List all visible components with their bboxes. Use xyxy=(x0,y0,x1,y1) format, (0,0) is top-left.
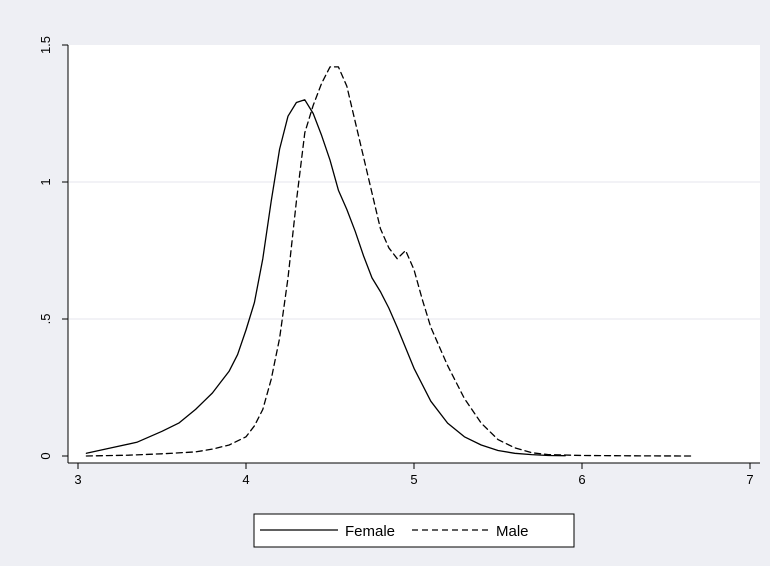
series-group xyxy=(85,66,694,457)
x-tick-label-0: 3 xyxy=(74,472,81,487)
legend-label-male: Male xyxy=(496,523,529,540)
legend-label-female: Female xyxy=(345,523,395,540)
series-line-male xyxy=(85,66,694,457)
x-tick-label-2: 5 xyxy=(410,472,417,487)
x-tick-label-1: 4 xyxy=(242,472,249,487)
y-axis-ticks: 0 .5 1 1.5 xyxy=(38,36,68,460)
plot-background xyxy=(68,45,760,463)
y-tick-label-2: 1 xyxy=(38,178,53,185)
y-tick-label-1: .5 xyxy=(38,314,53,325)
gridlines xyxy=(69,181,760,320)
x-tick-label-4: 7 xyxy=(746,472,753,487)
x-axis-ticks: 3 4 5 6 7 xyxy=(74,463,754,487)
x-tick-label-3: 6 xyxy=(578,472,585,487)
series-line-female xyxy=(85,99,566,457)
y-tick-label-3: 1.5 xyxy=(38,36,53,54)
legend: Female Male xyxy=(253,513,575,548)
y-tick-label-0: 0 xyxy=(38,452,53,459)
